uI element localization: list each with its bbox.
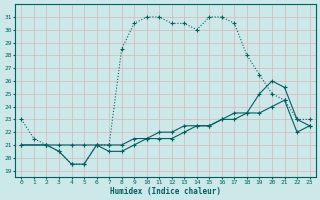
X-axis label: Humidex (Indice chaleur): Humidex (Indice chaleur): [110, 187, 221, 196]
